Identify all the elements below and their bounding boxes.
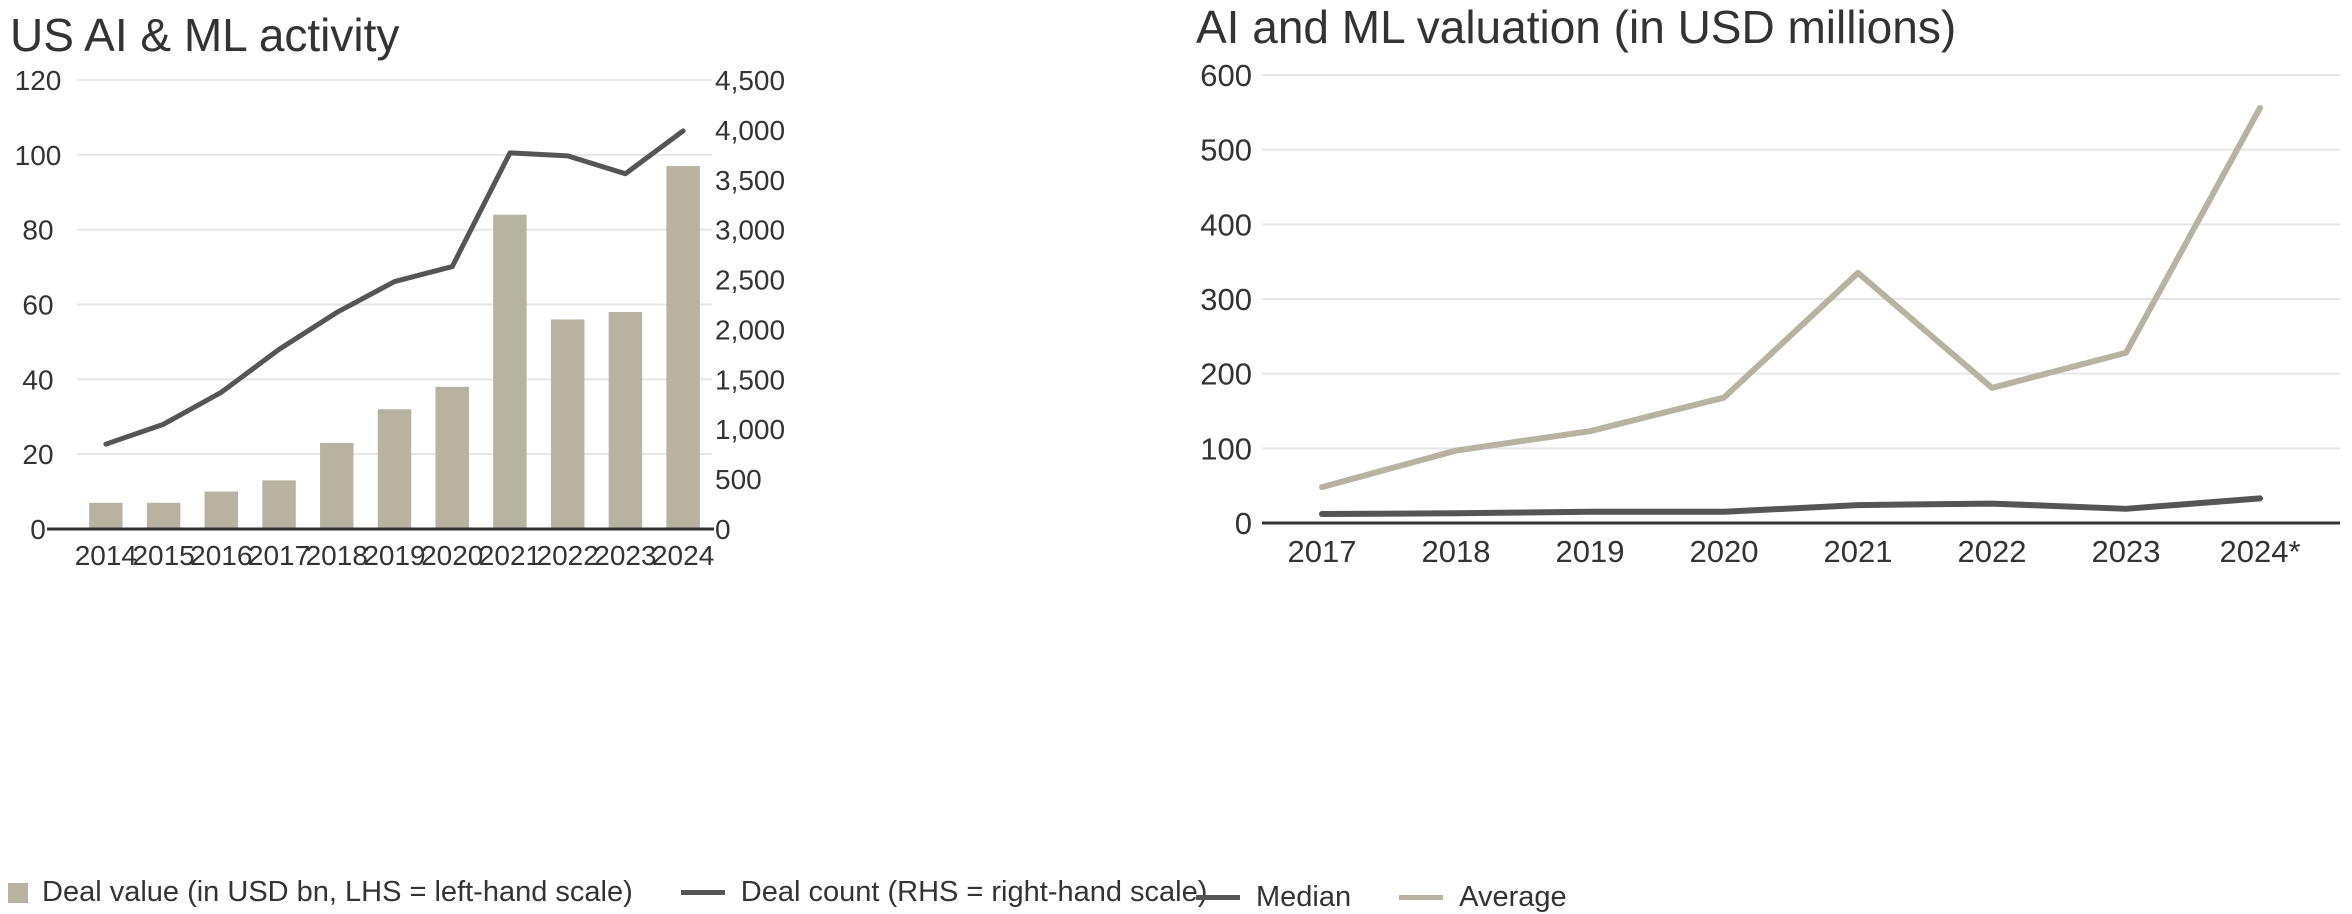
chart1-bar — [262, 480, 296, 529]
chart1-right-tick-label: 4,000 — [715, 115, 785, 146]
chart1-right-tick-label: 1,000 — [715, 414, 785, 445]
chart1-bar — [550, 319, 585, 529]
legend-label-deal-count: Deal count (RHS = right-hand scale) — [740, 876, 1208, 908]
chart1-x-tick-label: 2022 — [537, 540, 599, 571]
chart1-right-tick-label: 3,500 — [715, 165, 785, 196]
chart1-bar — [666, 166, 700, 529]
chart1-x-tick-label: 2018 — [306, 540, 368, 571]
chart2-x-tick-label: 2018 — [1422, 534, 1491, 569]
chart1-x-tick-label: 2019 — [363, 540, 425, 571]
chart1-x-tick-label: 2021 — [479, 540, 541, 571]
chart1-left-tick-label: 120 — [15, 65, 62, 96]
chart2-y-tick-label: 100 — [1200, 431, 1252, 466]
chart2-x-tick-label: 2021 — [1824, 534, 1893, 569]
chart1-x-tick-label: 2017 — [248, 540, 310, 571]
chart1-x-tick-label: 2020 — [421, 540, 483, 571]
legend-swatch-average — [1399, 895, 1444, 900]
chart1-x-tick-label: 2024 — [652, 540, 714, 571]
chart1-right-tick-label: 3,000 — [715, 215, 785, 246]
legend-swatch-deal-value — [8, 882, 28, 903]
chart2-y-tick-label: 0 — [1235, 506, 1252, 541]
chart1-right-tick-label: 500 — [715, 464, 762, 495]
chart1-x-tick-label: 2023 — [594, 540, 656, 571]
chart1-left-tick-label: 60 — [22, 290, 53, 321]
chart2-legend: Median Average — [1196, 881, 1615, 914]
legend-item-average: Average — [1399, 881, 1567, 914]
chart1-x-tick-label: 2014 — [75, 540, 137, 571]
chart2-x-tick-label: 2020 — [1690, 534, 1759, 569]
chart1-x-tick-label: 2015 — [132, 540, 194, 571]
legend-label-deal-value: Deal value (in USD bn, LHS = left-hand s… — [42, 876, 633, 908]
chart1-right-tick-label: 1,500 — [715, 364, 785, 395]
chart2-x-tick-label: 2017 — [1288, 534, 1357, 569]
legend-item-deal-value: Deal value (in USD bn, LHS = left-hand s… — [8, 876, 633, 909]
chart1-bar — [146, 502, 181, 529]
chart2-title: AI and ML valuation (in USD millions) — [1196, 1, 1957, 53]
chart2-average-line — [1319, 104, 2263, 491]
chart1-left-tick-label: 40 — [22, 364, 53, 395]
chart1-deal-count-line — [103, 128, 686, 447]
chart2-y-tick-label: 400 — [1200, 207, 1252, 242]
chart1-legend: Deal value (in USD bn, LHS = left-hand s… — [8, 876, 1255, 909]
chart2-y-tick-label: 500 — [1200, 133, 1252, 168]
chart2-y-tick-label: 600 — [1200, 58, 1252, 93]
chart1-bar — [435, 386, 469, 529]
legend-item-median: Median — [1196, 881, 1351, 914]
chart1-x-tick-label: 2016 — [190, 540, 252, 571]
chart2-x-tick-label: 2022 — [1958, 534, 2027, 569]
chart1-left-tick-label: 100 — [15, 140, 62, 171]
chart2-x-tick-label: 2024* — [2219, 534, 2300, 569]
legend-swatch-deal-count — [680, 890, 725, 895]
legend-label-average: Average — [1459, 881, 1567, 913]
legend-swatch-median — [1196, 895, 1240, 900]
chart2-x-tick-label: 2019 — [1556, 534, 1625, 569]
chart1-right-tick-label: 2,000 — [715, 314, 785, 345]
chart1-left-tick-label: 80 — [22, 215, 53, 246]
chart2-y-tick-label: 200 — [1200, 357, 1252, 392]
chart1-right-tick-label: 4,500 — [715, 65, 785, 96]
chart1-bar — [89, 502, 123, 529]
legend-item-deal-count: Deal count (RHS = right-hand scale) — [680, 876, 1208, 909]
chart1-bar — [320, 442, 354, 529]
chart2-y-tick-label: 300 — [1200, 282, 1252, 317]
legend-label-median: Median — [1256, 881, 1352, 913]
chart1-bar — [377, 409, 412, 529]
chart1-bar — [204, 491, 239, 529]
chart2-x-tick-label: 2023 — [2092, 534, 2161, 569]
chart2-median-line — [1319, 495, 2263, 518]
chart1-bar — [493, 214, 527, 529]
chart1-bar — [608, 311, 643, 529]
chart1-right-tick-label: 2,500 — [715, 265, 785, 296]
chart1-right-tick-label: 0 — [715, 514, 731, 545]
chart1-left-tick-label: 0 — [30, 514, 46, 545]
chart1-left-tick-label: 20 — [22, 439, 53, 470]
chart1-title: US AI & ML activity — [10, 9, 400, 61]
